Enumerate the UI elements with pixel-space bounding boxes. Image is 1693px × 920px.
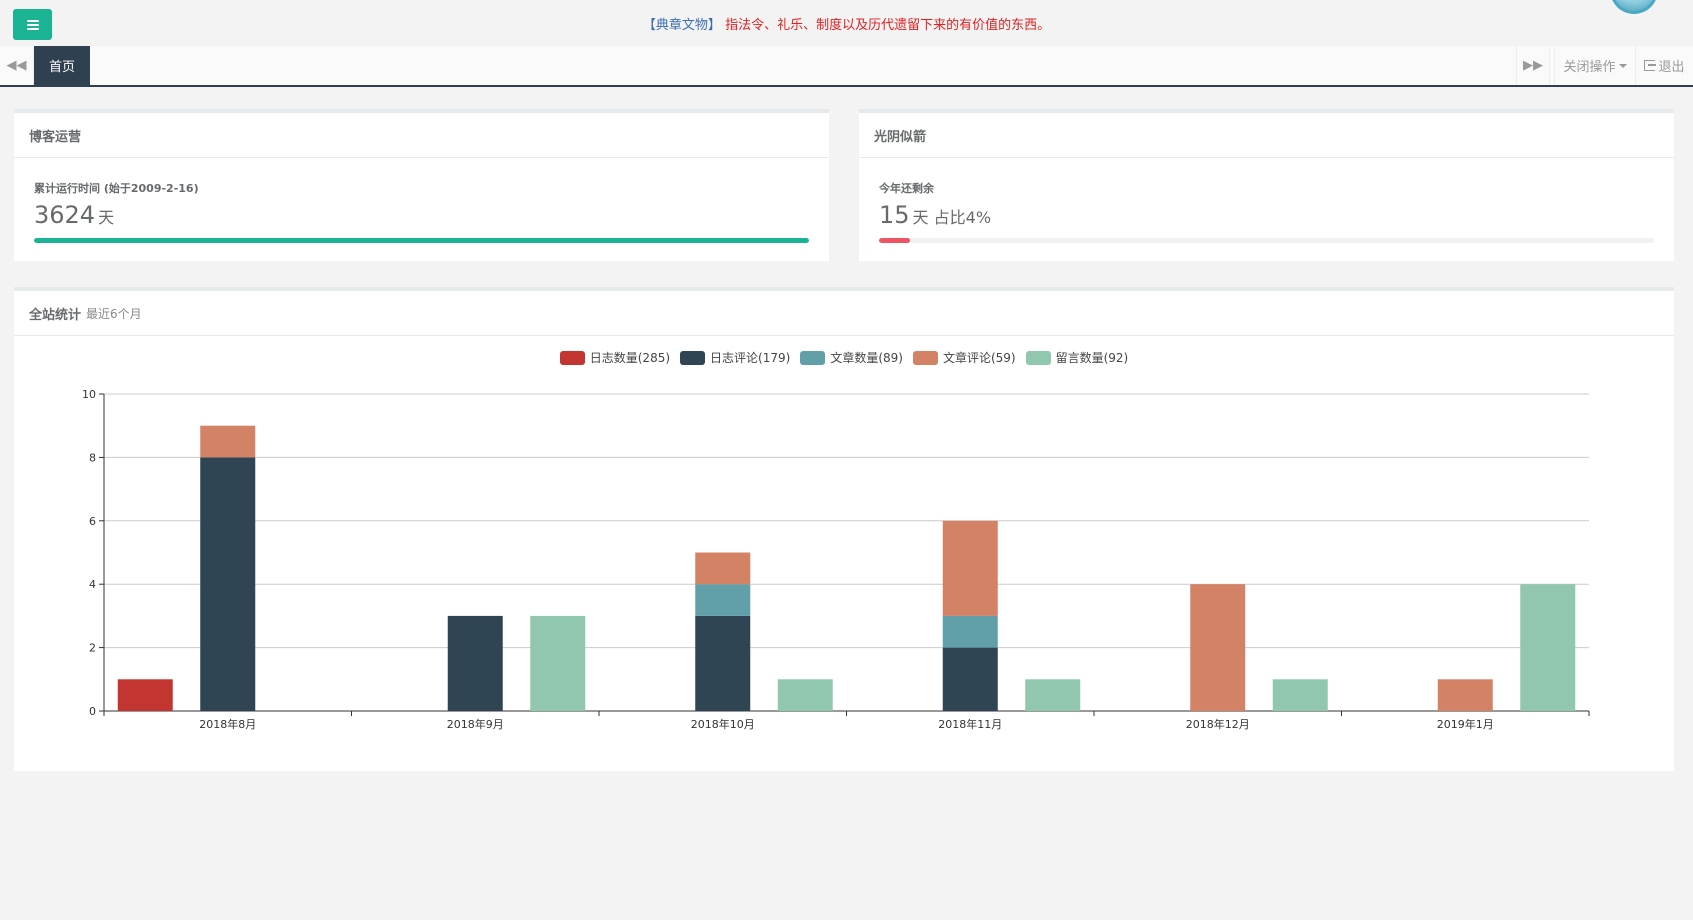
year-remaining-progress-fill (879, 238, 910, 243)
runtime-label: 累计运行时间 (始于2009-2-16) (34, 182, 199, 195)
notice-marquee: 【典章文物】 指法令、礼乐、制度以及历代遗留下来的有价值的东西。 (0, 14, 1693, 33)
legend-swatch (559, 350, 585, 365)
legend-swatch (800, 350, 826, 365)
chart-legend: 日志数量(285) 日志评论(179) 文章数量(89) 文章评论(59) 留言数量(9… (14, 349, 1674, 366)
year-remaining-progress-bar (879, 238, 1654, 243)
runtime-progress-bar (34, 238, 809, 243)
year-remaining-unit: 天 占比4% (912, 208, 992, 227)
bar-segment (695, 615, 751, 711)
bar-chart: 0 2 4 6 8 10 2018年8月 2018年9月 2018年10月 2018年11月 201… (82, 388, 1590, 731)
year-remaining-value: 15 天 占比4% (879, 201, 991, 229)
runtime-value: 3624 天 (34, 201, 114, 229)
legend-label: 日志数量(285) (589, 351, 671, 365)
sign-out-icon (1644, 60, 1657, 71)
tab-scroll-left-button[interactable]: ◀◀ (0, 46, 34, 85)
bar-segment (942, 520, 998, 616)
bar-segment (1272, 679, 1328, 711)
x-tick-label: 2018年12月 (1186, 717, 1250, 731)
bar-segment (695, 584, 751, 616)
close-operations-dropdown[interactable]: 关闭操作 (1554, 46, 1635, 85)
panel-header: 博客运营 (14, 113, 829, 158)
time-remaining-panel: 光阴似箭 今年还剩余 15 天 占比4% (859, 109, 1674, 261)
tab-bar: ◀◀ 首页 ▶▶ 关闭操作 退出 (0, 46, 1693, 87)
bar-segment (117, 679, 173, 711)
y-tick-label: 6 (89, 515, 96, 528)
avatar-icon[interactable] (1610, 0, 1658, 14)
legend-item[interactable]: 留言数量(92) (1025, 349, 1129, 366)
x-tick-label: 2018年10月 (691, 717, 755, 731)
y-tick-label: 0 (89, 705, 96, 718)
panel-header: 光阴似箭 (859, 113, 1674, 158)
legend-swatch (680, 350, 706, 365)
panel-title: 全站统计 (29, 307, 82, 323)
legend-label: 日志评论(179) (710, 351, 791, 365)
notice-term: 【典章文物】 (642, 18, 721, 33)
runtime-unit: 天 (98, 208, 115, 227)
top-navbar: 【典章文物】 指法令、礼乐、制度以及历代遗留下来的有价值的东西。 (0, 0, 1693, 46)
bar-segment (200, 425, 256, 458)
y-tick-label: 10 (82, 388, 96, 401)
bar-segment (447, 615, 503, 711)
bar-segment (777, 679, 833, 711)
bar-segment (1520, 584, 1576, 711)
y-tick-label: 8 (89, 451, 96, 464)
panel-title: 光阴似箭 (874, 129, 927, 145)
legend-item[interactable]: 日志评论(179) (680, 349, 790, 366)
tab-home[interactable]: 首页 (34, 46, 90, 85)
legend-label: 文章评论(59) (942, 351, 1016, 365)
bar-segment (942, 647, 998, 711)
panel-header: 全站统计 最近6个月 (14, 291, 1674, 336)
runtime-days: 3624 (34, 201, 96, 229)
blog-operation-panel: 博客运营 累计运行时间 (始于2009-2-16) 3624 天 (14, 109, 829, 261)
bar-segment (1190, 584, 1246, 711)
site-statistics-panel: 全站统计 最近6个月 日志数量(285) 日志评论(179) 文章数量(89) 文章评… (14, 287, 1674, 771)
legend-label: 文章数量(89) (830, 351, 903, 365)
close-operations-label: 关闭操作 (1563, 60, 1616, 75)
bar-segment (530, 615, 586, 711)
legend-swatch (1025, 350, 1051, 365)
x-tick-label: 2018年9月 (447, 717, 504, 731)
legend-item[interactable]: 文章数量(89) (800, 349, 903, 366)
tab-scroll-right-button[interactable]: ▶▶ (1516, 46, 1550, 85)
y-tick-label: 4 (89, 578, 96, 591)
backward-icon: ◀◀ (6, 58, 27, 73)
menu-toggle-button[interactable] (13, 9, 52, 40)
legend-item[interactable]: 日志数量(285) (559, 349, 671, 366)
bar-segment (1025, 679, 1081, 711)
panel-subtitle: 最近6个月 (86, 306, 142, 321)
legend-label: 留言数量(92) (1055, 351, 1129, 365)
logout-button[interactable]: 退出 (1635, 46, 1693, 85)
legend-swatch (912, 350, 938, 365)
y-tick-label: 2 (89, 642, 96, 655)
bar-segment (695, 552, 751, 585)
x-tick-label: 2018年8月 (199, 717, 256, 731)
forward-icon: ▶▶ (1523, 58, 1543, 73)
year-remaining-days: 15 (879, 201, 910, 229)
bar-segment (1437, 679, 1493, 711)
notice-definition: 指法令、礼乐、制度以及历代遗留下来的有价值的东西。 (725, 18, 1051, 33)
x-tick-label: 2018年11月 (938, 717, 1002, 731)
logout-label: 退出 (1658, 60, 1685, 75)
legend-item[interactable]: 文章评论(59) (912, 349, 1016, 366)
runtime-progress-fill (34, 238, 809, 243)
bar-segment (942, 615, 998, 648)
x-tick-label: 2019年1月 (1437, 717, 1494, 731)
year-remaining-label: 今年还剩余 (879, 182, 934, 195)
hamburger-icon (26, 19, 39, 30)
bar-segment (200, 457, 256, 711)
panel-title: 博客运营 (29, 129, 82, 145)
caret-down-icon (1618, 63, 1627, 68)
